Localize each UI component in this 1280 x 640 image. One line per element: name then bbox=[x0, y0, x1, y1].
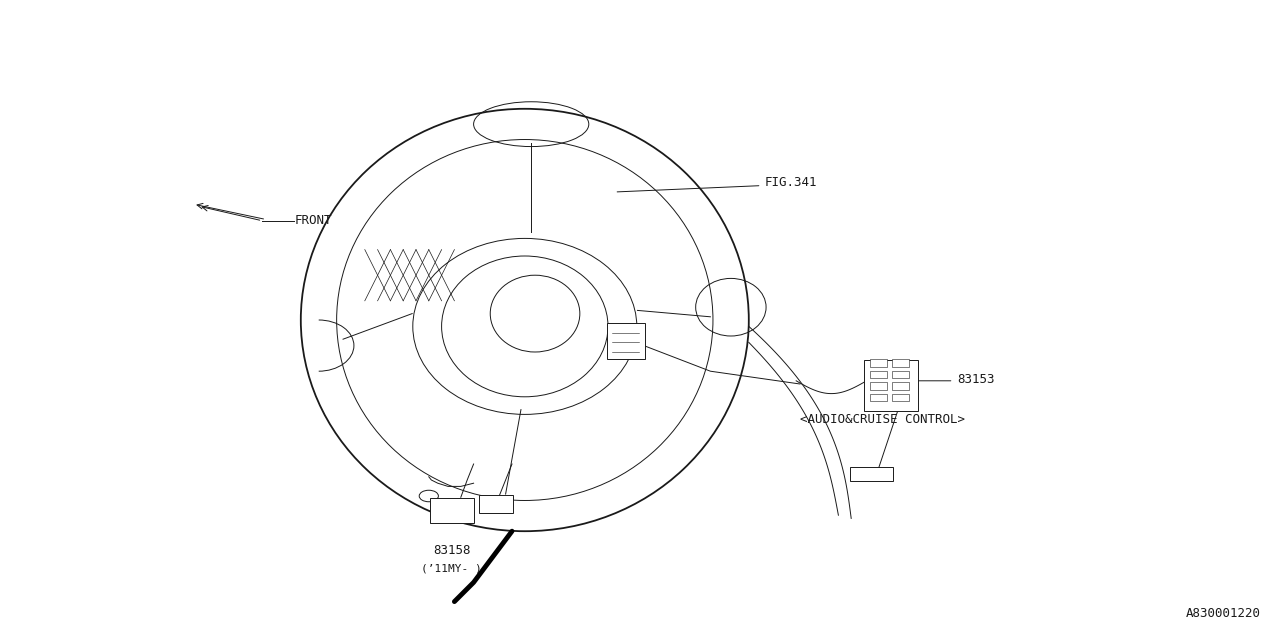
Bar bbox=[870, 359, 887, 367]
Bar bbox=[892, 359, 909, 367]
Bar bbox=[892, 394, 909, 401]
FancyBboxPatch shape bbox=[430, 498, 474, 523]
Bar bbox=[892, 382, 909, 390]
Text: FIG.341: FIG.341 bbox=[764, 176, 817, 189]
FancyBboxPatch shape bbox=[607, 323, 645, 359]
FancyBboxPatch shape bbox=[850, 467, 893, 481]
FancyBboxPatch shape bbox=[479, 495, 513, 513]
Text: A830001220: A830001220 bbox=[1185, 607, 1261, 620]
Bar bbox=[870, 371, 887, 378]
Text: 83158: 83158 bbox=[433, 544, 471, 557]
FancyBboxPatch shape bbox=[864, 360, 918, 411]
Bar bbox=[870, 394, 887, 401]
Text: 83153: 83153 bbox=[957, 373, 995, 386]
Text: FRONT: FRONT bbox=[294, 214, 332, 227]
Text: <AUDIO&CRUISE CONTROL>: <AUDIO&CRUISE CONTROL> bbox=[800, 413, 965, 426]
Text: (’11MY- ): (’11MY- ) bbox=[421, 563, 483, 573]
Bar bbox=[870, 382, 887, 390]
Bar bbox=[892, 371, 909, 378]
